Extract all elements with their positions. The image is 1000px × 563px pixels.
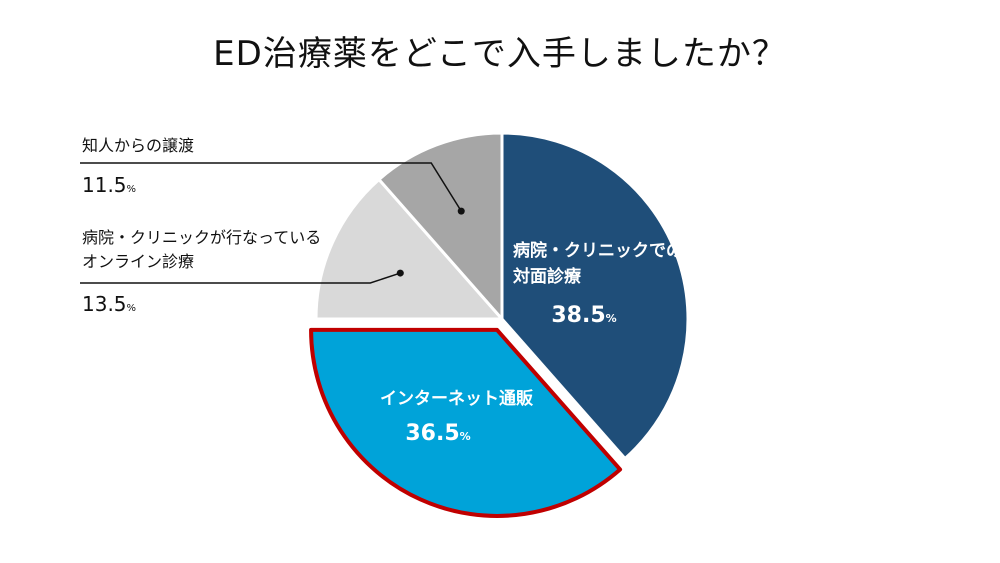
pie-slice bbox=[314, 177, 504, 321]
leader-dot bbox=[396, 269, 404, 277]
leader-line bbox=[80, 272, 401, 284]
slice-value: 13.5% bbox=[82, 292, 136, 316]
chart-title: ED治療薬をどこで入手しましたか？ bbox=[213, 34, 787, 74]
pie-slice bbox=[377, 131, 504, 321]
slice-label: オンライン診療 bbox=[82, 252, 194, 271]
pie-slices bbox=[309, 131, 690, 518]
slice-value: 38.5% bbox=[551, 303, 616, 328]
slice-value: 36.5% bbox=[405, 421, 470, 446]
slice-value: 11.5% bbox=[82, 173, 136, 197]
leader-line bbox=[80, 162, 462, 212]
slice-label: 病院・クリニックが行なっている bbox=[82, 228, 321, 247]
slice-label: 知人からの譲渡 bbox=[82, 136, 194, 155]
pie-slice bbox=[309, 327, 623, 518]
leader-dot bbox=[457, 207, 465, 215]
pie-slice bbox=[500, 131, 690, 461]
slice-label: 対面診療 bbox=[512, 266, 582, 287]
slice-label: インターネット通販 bbox=[380, 388, 534, 409]
slice-label: 病院・クリニックでの bbox=[513, 240, 683, 261]
